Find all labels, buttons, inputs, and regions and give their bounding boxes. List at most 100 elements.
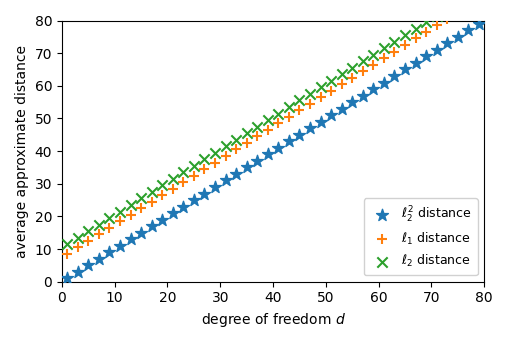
$\ell_2^2$ distance: [190, 197, 198, 203]
$\ell_1$ distance: [105, 225, 113, 230]
$\ell_1$ distance: [454, 10, 462, 15]
$\ell_1$ distance: [221, 153, 230, 159]
$\ell_2$ distance: [169, 176, 177, 182]
$\ell_1$ distance: [475, 0, 483, 2]
$\ell_1$ distance: [190, 173, 198, 178]
$\ell_2^2$ distance: [137, 230, 145, 236]
$\ell_2^2$ distance: [390, 73, 398, 79]
$\ell_2^2$ distance: [380, 80, 388, 85]
$\ell_2$ distance: [243, 130, 251, 136]
$\ell_1$ distance: [327, 88, 335, 94]
$\ell_2$ distance: [433, 13, 441, 18]
$\ell_2^2$ distance: [338, 106, 346, 111]
$\ell_1$ distance: [95, 232, 103, 237]
Legend: $\ell_2^2$ distance, $\ell_1$ distance, $\ell_2$ distance: $\ell_2^2$ distance, $\ell_1$ distance, …: [364, 198, 478, 276]
$\ell_1$ distance: [411, 36, 420, 41]
$\ell_2^2$ distance: [359, 93, 367, 98]
$\ell_1$ distance: [148, 199, 156, 204]
$\ell_2^2$ distance: [443, 41, 451, 46]
$\ell_2^2$ distance: [295, 132, 303, 138]
$\ell_1$ distance: [380, 55, 388, 61]
$\ell_1$ distance: [316, 95, 325, 100]
$\ell_1$ distance: [137, 205, 145, 211]
$\ell_2^2$ distance: [169, 211, 177, 216]
$\ell_2^2$ distance: [253, 158, 261, 164]
$\ell_2^2$ distance: [105, 250, 113, 255]
$\ell_2$ distance: [190, 163, 198, 169]
$\ell_2^2$ distance: [401, 67, 409, 72]
$\ell_1$ distance: [443, 16, 451, 22]
$\ell_2$ distance: [338, 72, 346, 77]
$\ell_2^2$ distance: [274, 145, 282, 151]
$\ell_2$ distance: [306, 91, 314, 97]
$\ell_2$ distance: [95, 222, 103, 227]
$\ell_2^2$ distance: [148, 224, 156, 229]
$\ell_1$ distance: [306, 101, 314, 107]
$\ell_2^2$ distance: [95, 256, 103, 262]
$\ell_2$ distance: [63, 241, 71, 247]
$\ell_2$ distance: [253, 124, 261, 129]
$\ell_2^2$ distance: [200, 191, 208, 196]
$\ell_2$ distance: [137, 196, 145, 201]
$\ell_2^2$ distance: [411, 60, 420, 66]
$\ell_2^2$ distance: [306, 126, 314, 131]
$\ell_2$ distance: [232, 137, 240, 142]
$\ell_2$ distance: [84, 228, 92, 234]
$\ell_2$ distance: [148, 189, 156, 195]
$\ell_2$ distance: [211, 150, 219, 155]
$\ell_1$ distance: [390, 49, 398, 54]
$\ell_2$ distance: [116, 209, 124, 214]
Y-axis label: average approximate distance: average approximate distance: [15, 45, 29, 258]
$\ell_1$ distance: [295, 108, 303, 113]
$\ell_2$ distance: [454, 0, 462, 5]
$\ell_2$ distance: [126, 202, 135, 208]
$\ell_1$ distance: [158, 192, 166, 198]
$\ell_2^2$ distance: [433, 47, 441, 53]
$\ell_1$ distance: [433, 23, 441, 28]
$\ell_1$ distance: [464, 3, 472, 9]
$\ell_2^2$ distance: [126, 237, 135, 242]
$\ell_1$ distance: [285, 114, 293, 120]
$\ell_2^2$ distance: [84, 262, 92, 268]
$\ell_2^2$ distance: [285, 139, 293, 144]
$\ell_2^2$ distance: [243, 165, 251, 170]
$\ell_1$ distance: [338, 82, 346, 87]
$\ell_2$ distance: [158, 183, 166, 188]
$\ell_2^2$ distance: [221, 178, 230, 183]
$\ell_1$ distance: [348, 75, 356, 80]
$\ell_1$ distance: [74, 245, 82, 250]
$\ell_2^2$ distance: [264, 152, 272, 157]
$\ell_2$ distance: [221, 143, 230, 149]
$\ell_1$ distance: [253, 134, 261, 139]
$\ell_2$ distance: [390, 39, 398, 44]
$\ell_2$ distance: [348, 65, 356, 71]
$\ell_2^2$ distance: [158, 217, 166, 223]
$\ell_1$ distance: [359, 68, 367, 74]
$\ell_2$ distance: [359, 58, 367, 64]
$\ell_1$ distance: [179, 179, 187, 185]
$\ell_2^2$ distance: [74, 269, 82, 275]
$\ell_2^2$ distance: [63, 276, 71, 281]
$\ell_1$ distance: [274, 121, 282, 126]
$\ell_2$ distance: [443, 6, 451, 12]
$\ell_2^2$ distance: [327, 112, 335, 118]
$\ell_1$ distance: [63, 251, 71, 257]
$\ell_1$ distance: [369, 62, 377, 67]
$\ell_2$ distance: [369, 52, 377, 57]
X-axis label: degree of freedom $d$: degree of freedom $d$: [201, 311, 345, 329]
$\ell_2$ distance: [274, 111, 282, 116]
$\ell_2$ distance: [401, 32, 409, 38]
$\ell_2$ distance: [411, 26, 420, 31]
$\ell_1$ distance: [126, 212, 135, 217]
$\ell_1$ distance: [211, 160, 219, 165]
$\ell_1$ distance: [401, 42, 409, 48]
$\ell_1$ distance: [422, 29, 430, 35]
$\ell_2^2$ distance: [475, 21, 483, 26]
$\ell_2^2$ distance: [348, 99, 356, 105]
$\ell_2$ distance: [105, 215, 113, 221]
$\ell_2$ distance: [200, 157, 208, 162]
$\ell_1$ distance: [243, 140, 251, 146]
$\ell_2^2$ distance: [369, 86, 377, 92]
$\ell_2$ distance: [422, 19, 430, 25]
$\ell_2$ distance: [316, 85, 325, 90]
